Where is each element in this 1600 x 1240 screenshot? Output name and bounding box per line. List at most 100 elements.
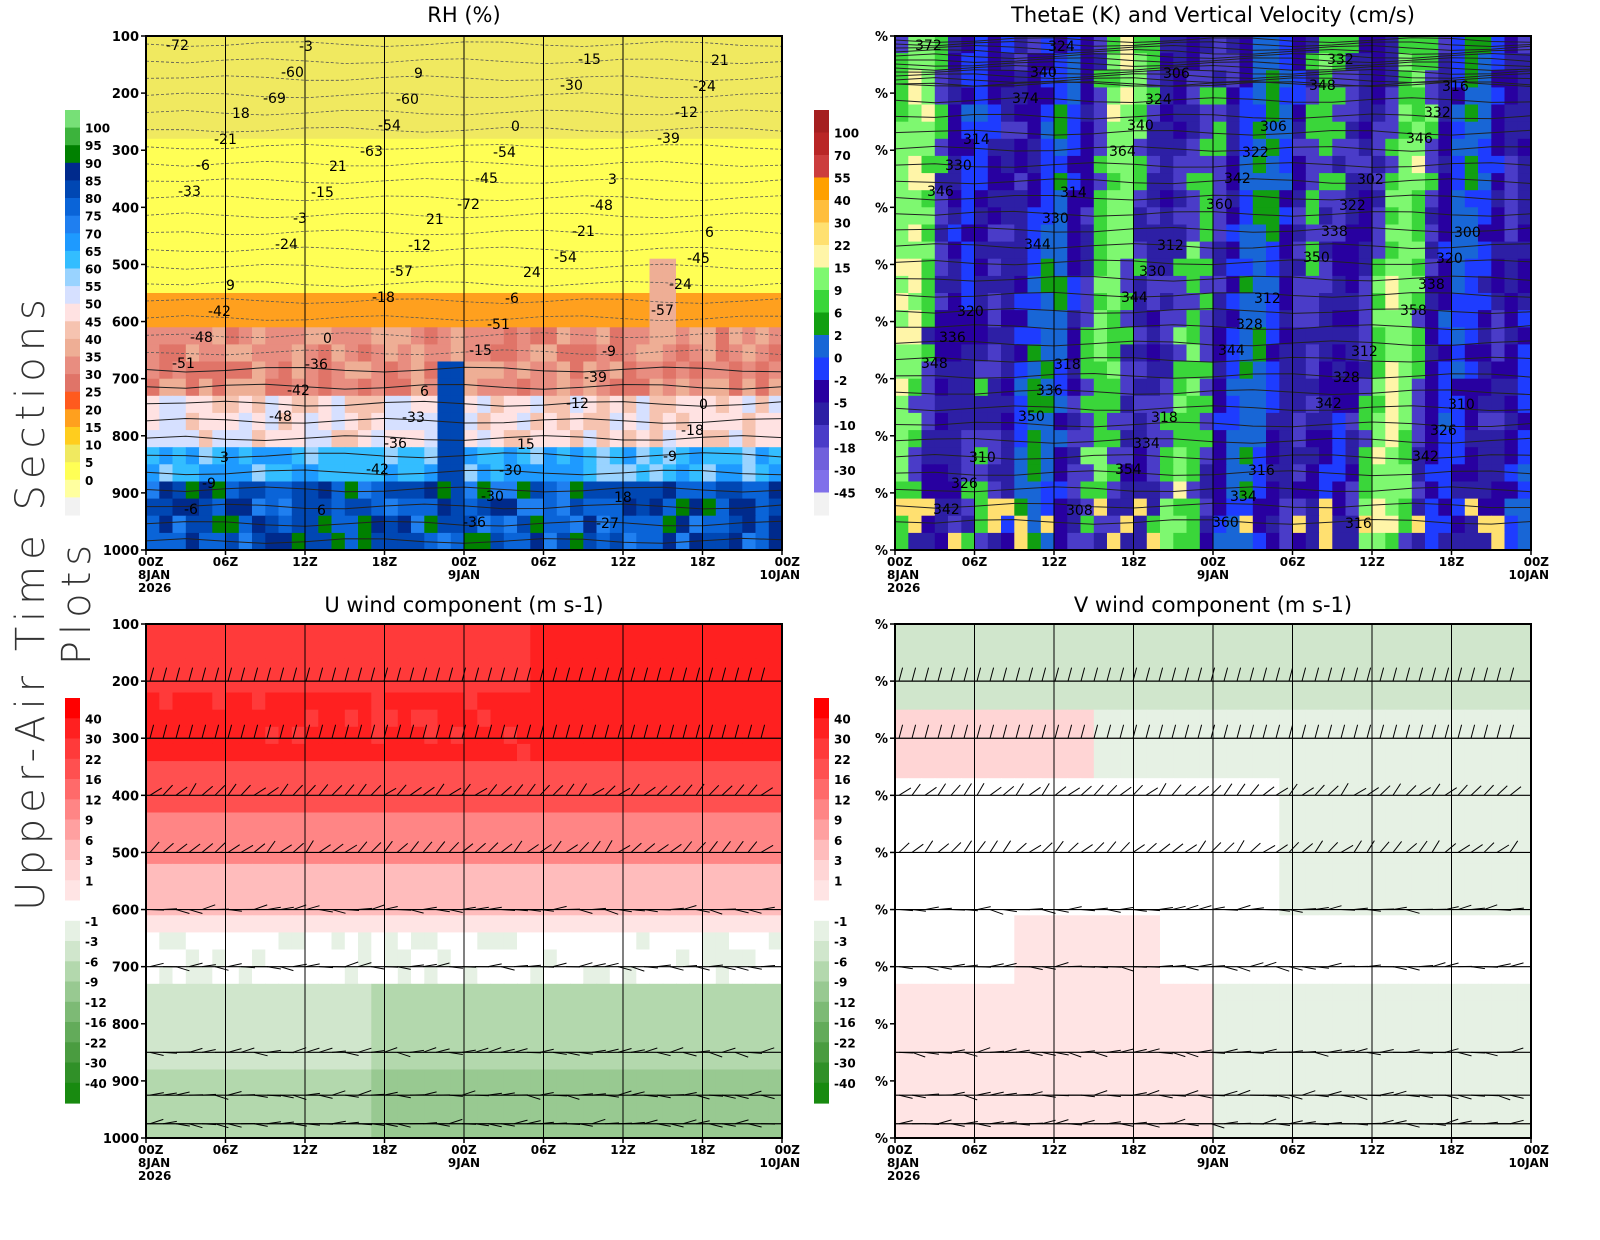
x-tick-label: 12Z bbox=[610, 555, 636, 569]
field-cell bbox=[504, 430, 518, 448]
field-cell bbox=[703, 173, 717, 191]
field-cell bbox=[504, 950, 518, 968]
field-cell bbox=[279, 156, 293, 174]
field-cell bbox=[557, 36, 571, 54]
colorbar-swatch bbox=[65, 427, 80, 445]
contour-label: 3 bbox=[608, 172, 617, 188]
colorbar-swatch bbox=[65, 180, 80, 198]
field-cell bbox=[239, 641, 253, 659]
field-cell bbox=[1279, 396, 1293, 414]
field-cell bbox=[597, 813, 611, 831]
field-cell bbox=[186, 533, 200, 551]
contour-label: -6 bbox=[196, 158, 210, 174]
field-cell bbox=[988, 242, 1002, 260]
field-cell bbox=[557, 984, 571, 1002]
field-cell bbox=[279, 447, 293, 465]
field-cell bbox=[1081, 293, 1095, 311]
field-cell bbox=[1346, 156, 1360, 174]
field-cell bbox=[623, 242, 637, 260]
field-cell bbox=[1372, 242, 1386, 260]
field-cell bbox=[1001, 276, 1015, 294]
field-cell bbox=[464, 430, 478, 448]
field-cell bbox=[438, 915, 452, 933]
field-cell bbox=[1028, 482, 1042, 500]
field-cell bbox=[292, 898, 306, 916]
field-cell bbox=[212, 830, 226, 848]
field-cell bbox=[597, 1018, 611, 1036]
field-cell bbox=[636, 881, 650, 899]
field-cell bbox=[1253, 413, 1267, 431]
field-cell bbox=[729, 813, 743, 831]
field-cell bbox=[610, 447, 624, 465]
field-cell bbox=[1293, 362, 1307, 380]
field-cell bbox=[424, 344, 438, 362]
field-cell bbox=[398, 795, 412, 813]
field-cell bbox=[895, 242, 909, 260]
field-cell bbox=[1279, 53, 1293, 71]
field-cell bbox=[663, 898, 677, 916]
field-cell bbox=[212, 1018, 226, 1036]
contour-label: -9 bbox=[202, 476, 216, 492]
field-cell bbox=[1306, 533, 1320, 551]
field-cell bbox=[385, 413, 399, 431]
field-cell bbox=[583, 1070, 597, 1088]
field-cell bbox=[318, 658, 332, 676]
contour-label: -60 bbox=[281, 65, 304, 81]
field-cell bbox=[729, 658, 743, 676]
field-cell bbox=[1173, 259, 1187, 277]
field-cell bbox=[610, 396, 624, 414]
field-cell bbox=[676, 1018, 690, 1036]
field-cell bbox=[689, 847, 703, 865]
field-cell bbox=[318, 207, 332, 225]
x-tick-year: 2026 bbox=[887, 581, 920, 595]
field-cell bbox=[292, 190, 306, 208]
field-cell bbox=[371, 207, 385, 225]
field-cell bbox=[650, 344, 664, 362]
field-cell bbox=[583, 813, 597, 831]
field-cell bbox=[438, 70, 452, 88]
field-cell bbox=[424, 967, 438, 985]
field-cell bbox=[464, 70, 478, 88]
field-cell bbox=[895, 413, 909, 431]
field-cell bbox=[729, 447, 743, 465]
field-cell bbox=[1014, 293, 1028, 311]
field-cell bbox=[1147, 516, 1161, 534]
field-cell bbox=[1213, 464, 1227, 482]
field-cell bbox=[1385, 533, 1399, 551]
field-cell bbox=[239, 984, 253, 1002]
field-cell bbox=[358, 641, 372, 659]
field-cell bbox=[451, 915, 465, 933]
field-cell bbox=[265, 641, 279, 659]
field-cell bbox=[1465, 293, 1479, 311]
field-cell bbox=[610, 932, 624, 950]
field-cell bbox=[689, 658, 703, 676]
field-cell bbox=[398, 207, 412, 225]
field-cell bbox=[504, 761, 518, 779]
field-cell bbox=[1213, 499, 1227, 517]
field-cell bbox=[411, 1052, 425, 1070]
field-cell bbox=[1359, 447, 1373, 465]
field-cell bbox=[895, 396, 909, 414]
field-cell bbox=[769, 327, 783, 345]
field-cell bbox=[305, 641, 319, 659]
field-cell bbox=[332, 447, 346, 465]
field-cell bbox=[769, 1001, 783, 1019]
field-cell bbox=[358, 293, 372, 311]
field-cell bbox=[186, 293, 200, 311]
field-cell bbox=[199, 207, 213, 225]
field-cell bbox=[1213, 430, 1227, 448]
field-cell bbox=[305, 967, 319, 985]
field-cell bbox=[159, 70, 173, 88]
field-cell bbox=[1200, 464, 1214, 482]
field-cell bbox=[265, 693, 279, 711]
contour-label: 354 bbox=[1115, 462, 1142, 478]
field-cell bbox=[1438, 447, 1452, 465]
field-cell bbox=[491, 225, 505, 243]
field-cell bbox=[318, 950, 332, 968]
field-cell bbox=[610, 1018, 624, 1036]
contour-label: 342 bbox=[1412, 449, 1439, 465]
field-cell bbox=[1505, 344, 1519, 362]
x-tick-date: 8JAN bbox=[887, 568, 919, 582]
field-cell bbox=[239, 761, 253, 779]
field-cell bbox=[398, 675, 412, 693]
